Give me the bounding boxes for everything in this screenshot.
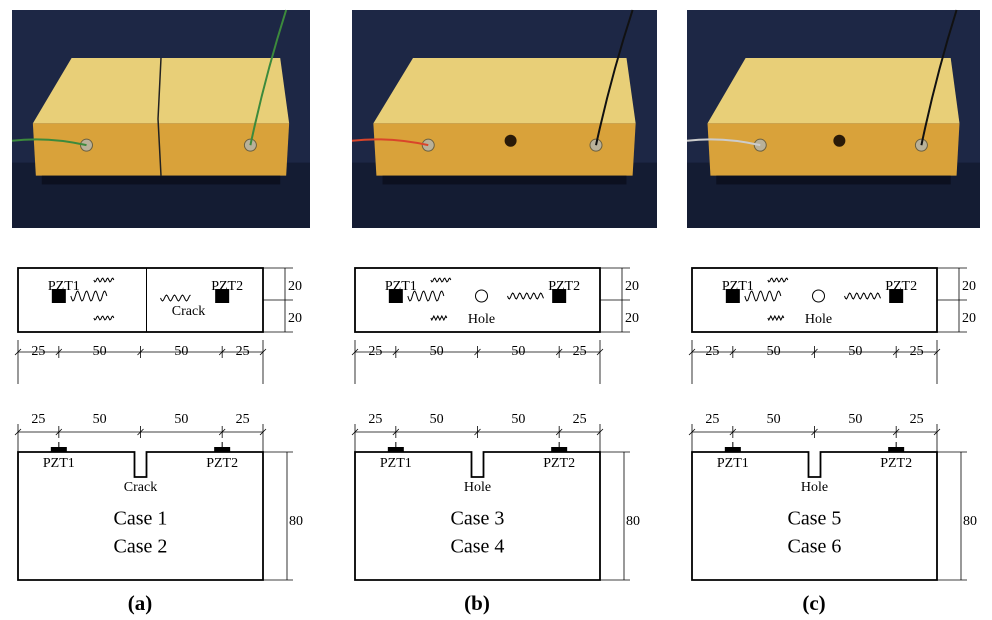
dimension-label: 25 — [368, 344, 382, 359]
sensor-label: PZT2 — [885, 279, 917, 294]
sensor-label: PZT1 — [385, 279, 417, 294]
dimension-label: 25 — [910, 412, 924, 427]
wave — [161, 295, 191, 301]
dimension-label: 80 — [289, 514, 303, 529]
wave — [94, 316, 114, 320]
dimension-label: 25 — [31, 412, 45, 427]
dimension-label: 25 — [236, 412, 250, 427]
dimension-label: 50 — [848, 344, 862, 359]
panel-label: (b) — [464, 591, 490, 615]
defect-label: Hole — [464, 480, 491, 495]
dimension-label: 50 — [767, 412, 781, 427]
wave — [845, 293, 881, 299]
panel-label: (a) — [128, 591, 153, 615]
sensor-label: PZT1 — [717, 456, 749, 471]
dimension-label: 50 — [93, 412, 107, 427]
dimension-label: 25 — [236, 344, 250, 359]
dimension-label: 25 — [573, 412, 587, 427]
sensor-label: PZT1 — [722, 279, 754, 294]
dimension-label: 50 — [767, 344, 781, 359]
block-top — [708, 58, 960, 123]
case-label: Case 6 — [788, 536, 842, 558]
wave — [508, 293, 544, 299]
hole — [813, 290, 825, 302]
defect-label: Hole — [805, 312, 832, 327]
sensor-label: PZT1 — [380, 456, 412, 471]
defect-label: Crack — [124, 480, 157, 495]
case-label: Case 5 — [788, 508, 842, 530]
wave — [768, 278, 788, 282]
sensor-label: PZT2 — [548, 279, 580, 294]
dimension-label: 20 — [962, 279, 976, 294]
dimension-label: 50 — [848, 412, 862, 427]
block-shadow — [42, 176, 280, 185]
case-label: Case 2 — [114, 536, 168, 558]
wave — [768, 316, 784, 320]
dimension-label: 25 — [573, 344, 587, 359]
sensor — [214, 447, 230, 452]
wave — [94, 278, 114, 282]
sensor-label: PZT2 — [880, 456, 912, 471]
case-label: Case 4 — [451, 536, 505, 558]
sensor-label: PZT2 — [206, 456, 238, 471]
wave — [745, 291, 781, 301]
dimension-label: 25 — [910, 344, 924, 359]
dimension-label: 50 — [511, 412, 525, 427]
dimension-label: 25 — [705, 344, 719, 359]
figure: PZT1 PZT2 Crack 20 20 25 50 50 25 25 50 50 25 PZT1 PZT… — [0, 0, 992, 620]
panel-label: (c) — [802, 591, 825, 615]
dimension-label: 20 — [288, 311, 302, 326]
dimension-label: 50 — [93, 344, 107, 359]
wave — [408, 291, 444, 301]
wave — [431, 278, 451, 282]
block-shadow — [716, 176, 950, 185]
dimension-label: 25 — [31, 344, 45, 359]
defect-label: Hole — [468, 312, 495, 327]
sensor-label: PZT1 — [48, 279, 80, 294]
sensor-label: PZT2 — [211, 279, 243, 294]
photo-hole — [833, 135, 845, 147]
dimension-label: 25 — [705, 412, 719, 427]
dimension-label: 50 — [174, 412, 188, 427]
dimension-label: 50 — [174, 344, 188, 359]
dimension-label: 20 — [962, 311, 976, 326]
sensor-label: PZT1 — [43, 456, 75, 471]
sensor — [725, 447, 741, 452]
block-shadow — [383, 176, 627, 185]
case-label: Case 3 — [451, 508, 505, 530]
defect-label: Crack — [172, 304, 205, 319]
dimension-label: 25 — [368, 412, 382, 427]
dimension-label: 50 — [511, 344, 525, 359]
sensor — [551, 447, 567, 452]
sensor — [888, 447, 904, 452]
photo-hole — [505, 135, 517, 147]
dimension-label: 20 — [625, 279, 639, 294]
sensor — [51, 447, 67, 452]
dimension-label: 20 — [288, 279, 302, 294]
dimension-label: 80 — [963, 514, 977, 529]
sensor — [388, 447, 404, 452]
case-label: Case 1 — [114, 508, 168, 530]
wave — [431, 316, 447, 320]
dimension-label: 50 — [430, 344, 444, 359]
dimension-label: 80 — [626, 514, 640, 529]
hole — [476, 290, 488, 302]
defect-label: Hole — [801, 480, 828, 495]
block-top — [373, 58, 635, 123]
sensor-label: PZT2 — [543, 456, 575, 471]
wave — [71, 291, 107, 301]
dimension-label: 20 — [625, 311, 639, 326]
dimension-label: 50 — [430, 412, 444, 427]
